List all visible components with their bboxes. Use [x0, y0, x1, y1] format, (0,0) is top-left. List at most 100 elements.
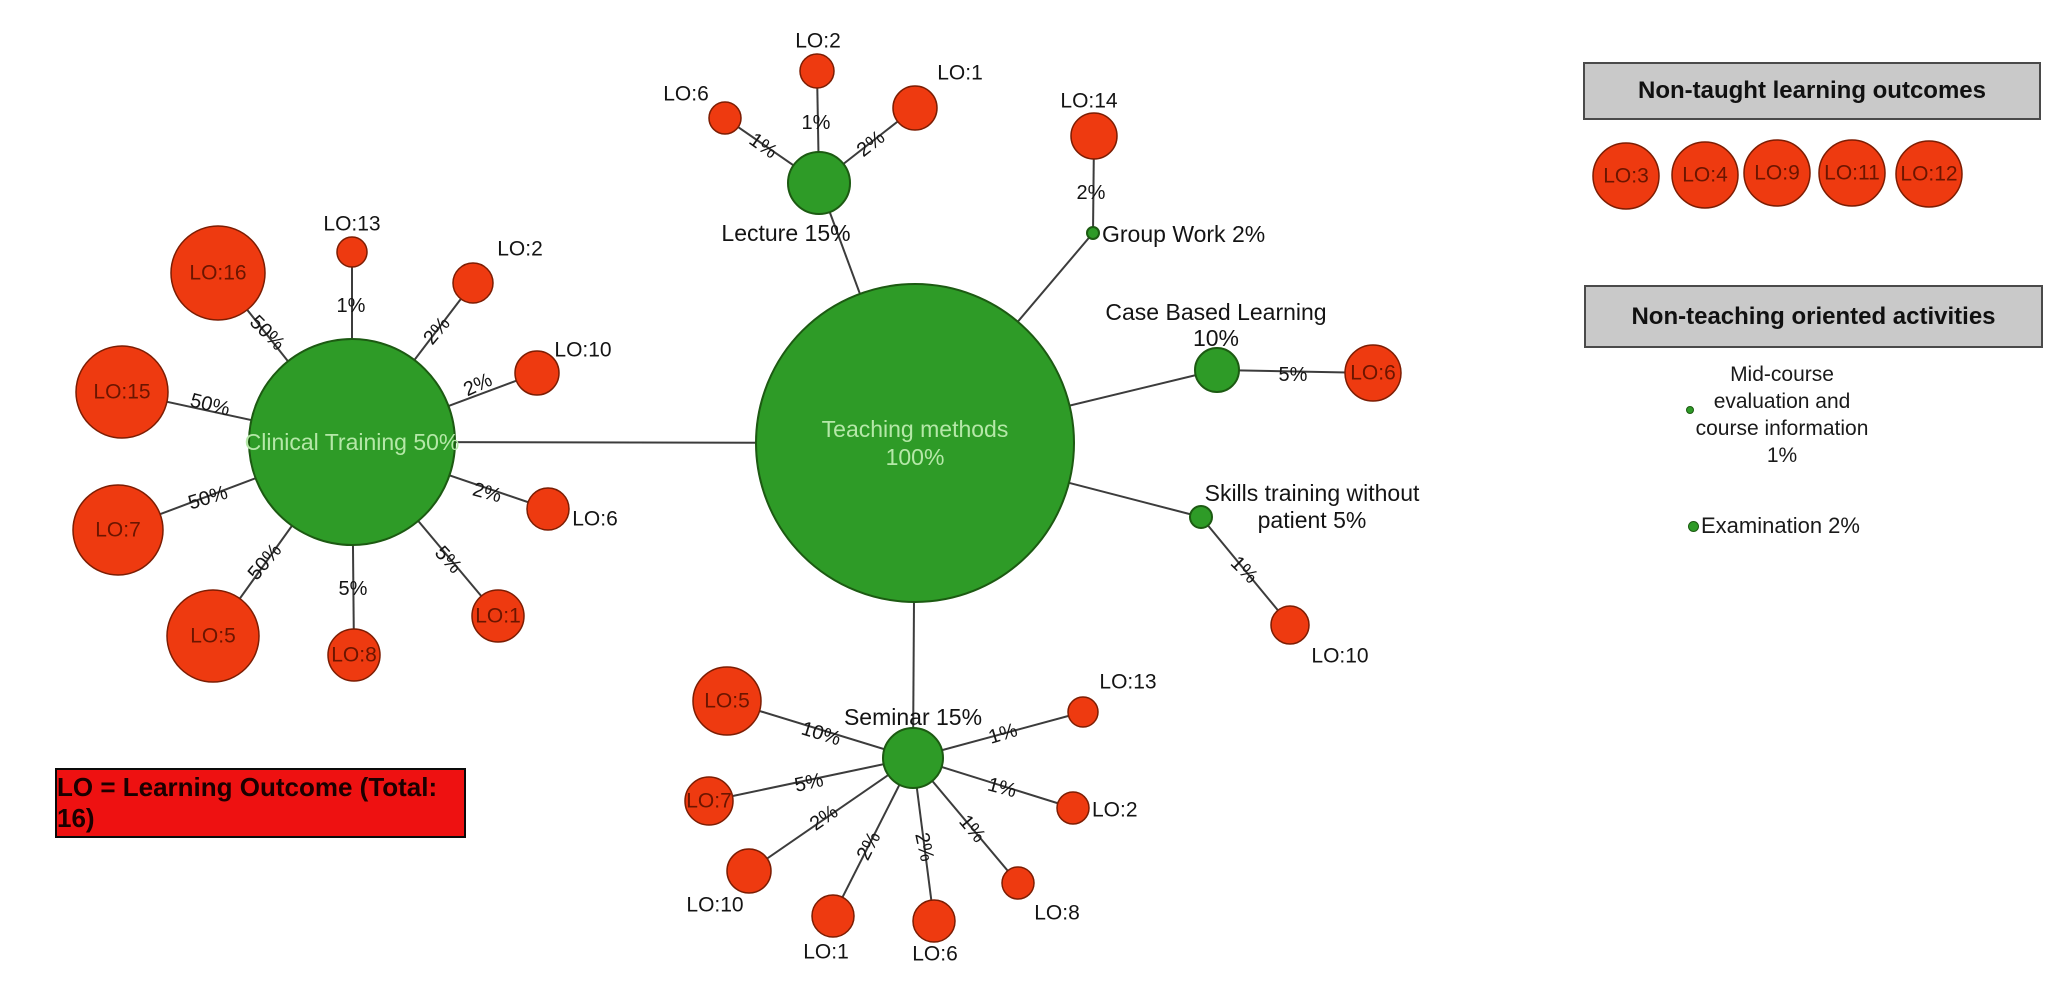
- panel-node-2: [1743, 139, 1811, 207]
- label-groupwork-0: Group Work 2%: [1102, 221, 1265, 247]
- node-cli-lo7: [72, 484, 164, 576]
- label-clinical-line0: Clinical Training 50%: [245, 429, 460, 455]
- examination-dot-icon: [1688, 521, 1699, 532]
- panel-node-4: [1895, 140, 1963, 208]
- panel-node-0: [1592, 142, 1660, 210]
- panel-label-2: LO:9: [1754, 162, 1800, 185]
- non-teaching-header: Non-teaching oriented activities: [1584, 285, 2043, 348]
- label-lec-lo2: LO:2: [795, 30, 841, 53]
- midcourse-dot-icon: [1686, 406, 1694, 414]
- panel-label-4: LO:12: [1900, 163, 1957, 186]
- node-sem-lo2: [1056, 791, 1090, 825]
- node-teaching: [755, 283, 1075, 603]
- pct-ski-lo10: 1%: [1226, 552, 1262, 588]
- pct-cli-lo2: 2%: [419, 313, 455, 349]
- label-skills-1: patient 5%: [1258, 507, 1367, 533]
- label-cli-lo16: LO:16: [189, 262, 246, 285]
- label-sem-lo2: LO:2: [1092, 799, 1138, 822]
- label-sem-lo10: LO:10: [686, 894, 743, 917]
- label-cbl-1: 10%: [1193, 325, 1239, 351]
- panel-label-1: LO:4: [1682, 164, 1728, 187]
- node-seminar: [882, 727, 944, 789]
- label-lec-lo1: LO:1: [937, 62, 983, 85]
- label-sem-lo13: LO:13: [1099, 671, 1156, 694]
- pct-sem-lo6: 2%: [910, 831, 938, 864]
- pct-sem-lo2: 1%: [985, 774, 1019, 803]
- label-cli-lo5: LO:5: [190, 625, 236, 648]
- node-cli-lo6: [526, 487, 570, 531]
- pct-sem-lo7: 5%: [793, 769, 826, 797]
- panel-node-3: [1818, 139, 1886, 207]
- label-cbl-lo6: LO:6: [1350, 362, 1396, 385]
- panel-label-0: LO:3: [1603, 165, 1649, 188]
- node-sem-lo13: [1067, 696, 1099, 728]
- pct-grp-lo14: 2%: [1077, 182, 1106, 204]
- node-cli-lo15: [75, 345, 169, 439]
- node-skills: [1189, 505, 1213, 529]
- node-sem-lo8: [1001, 866, 1035, 900]
- node-sem-lo1: [811, 894, 855, 938]
- midcourse-label: Mid-course evaluation and course informa…: [1695, 363, 1869, 467]
- node-sem-lo5: [692, 666, 762, 736]
- panel-label-3: LO:11: [1824, 162, 1880, 185]
- node-sem-lo7: [684, 776, 734, 826]
- pct-sem-lo5: 10%: [799, 718, 844, 751]
- label-sem-lo6: LO:6: [912, 943, 958, 966]
- node-lec-lo6: [708, 101, 742, 135]
- node-cli-lo10: [514, 350, 560, 396]
- non-teaching-title: Non-teaching oriented activities: [1631, 302, 1996, 330]
- pct-cbl-lo6: 5%: [1279, 364, 1308, 386]
- pct-cli-lo13: 1%: [337, 295, 366, 317]
- label-seminar-0: Seminar 15%: [844, 704, 982, 730]
- node-cli-lo13: [336, 236, 368, 268]
- non-taught-header: Non-taught learning outcomes: [1583, 62, 2041, 120]
- node-lecture: [787, 151, 851, 215]
- node-groupwork: [1086, 226, 1100, 240]
- label-cli-lo10: LO:10: [554, 339, 611, 362]
- legend-box: LO = Learning Outcome (Total: 16): [55, 768, 466, 838]
- legend-text: LO = Learning Outcome (Total: 16): [57, 772, 438, 833]
- label-cli-lo7: LO:7: [95, 519, 141, 542]
- label-cli-lo8: LO:8: [331, 644, 377, 667]
- label-cbl-0: Case Based Learning: [1105, 299, 1326, 325]
- label-lec-lo6: LO:6: [663, 83, 709, 106]
- panel-node-1: [1671, 141, 1739, 209]
- label-lecture-0: Lecture 15%: [721, 220, 850, 246]
- edge-seminar-sem-lo10: [748, 757, 914, 872]
- node-ski-lo10: [1270, 605, 1310, 645]
- label-cli-lo1: LO:1: [475, 605, 521, 628]
- label-cli-lo15: LO:15: [93, 381, 150, 404]
- pct-cli-lo7: 50%: [186, 482, 231, 515]
- node-grp-lo14: [1070, 112, 1118, 160]
- node-cli-lo16: [170, 225, 266, 321]
- label-sem-lo7: LO:7: [686, 790, 732, 813]
- label-grp-lo14: LO:14: [1060, 90, 1118, 113]
- node-cli-lo5: [166, 589, 260, 683]
- label-sem-lo5: LO:5: [704, 690, 750, 713]
- node-lec-lo2: [799, 53, 835, 89]
- label-teaching-line1: 100%: [886, 444, 945, 470]
- pct-lec-lo6: 1%: [745, 129, 781, 164]
- node-cli-lo2: [452, 262, 494, 304]
- pct-sem-lo1: 2%: [853, 828, 886, 864]
- label-sem-lo1: LO:1: [803, 941, 849, 964]
- pct-lec-lo2: 1%: [802, 112, 831, 134]
- label-cli-lo2: LO:2: [497, 238, 543, 261]
- label-cli-lo6: LO:6: [572, 508, 618, 531]
- label-sem-lo8: LO:8: [1034, 902, 1080, 925]
- label-cli-lo13: LO:13: [323, 213, 380, 236]
- pct-cli-lo16: 50%: [245, 311, 289, 355]
- label-teaching-line0: Teaching methods: [822, 416, 1009, 442]
- node-lec-lo1: [892, 85, 938, 131]
- examination-label: Examination 2%: [1701, 513, 1860, 538]
- node-cli-lo8: [327, 628, 381, 682]
- pct-cli-lo6: 2%: [470, 479, 504, 508]
- non-taught-title: Non-taught learning outcomes: [1638, 77, 1986, 104]
- label-ski-lo10: LO:10: [1311, 645, 1368, 668]
- node-sem-lo6: [912, 899, 956, 943]
- edge-seminar-sem-lo7: [708, 757, 914, 802]
- edge-skills-ski-lo10: [1200, 516, 1291, 626]
- node-sem-lo10: [726, 848, 772, 894]
